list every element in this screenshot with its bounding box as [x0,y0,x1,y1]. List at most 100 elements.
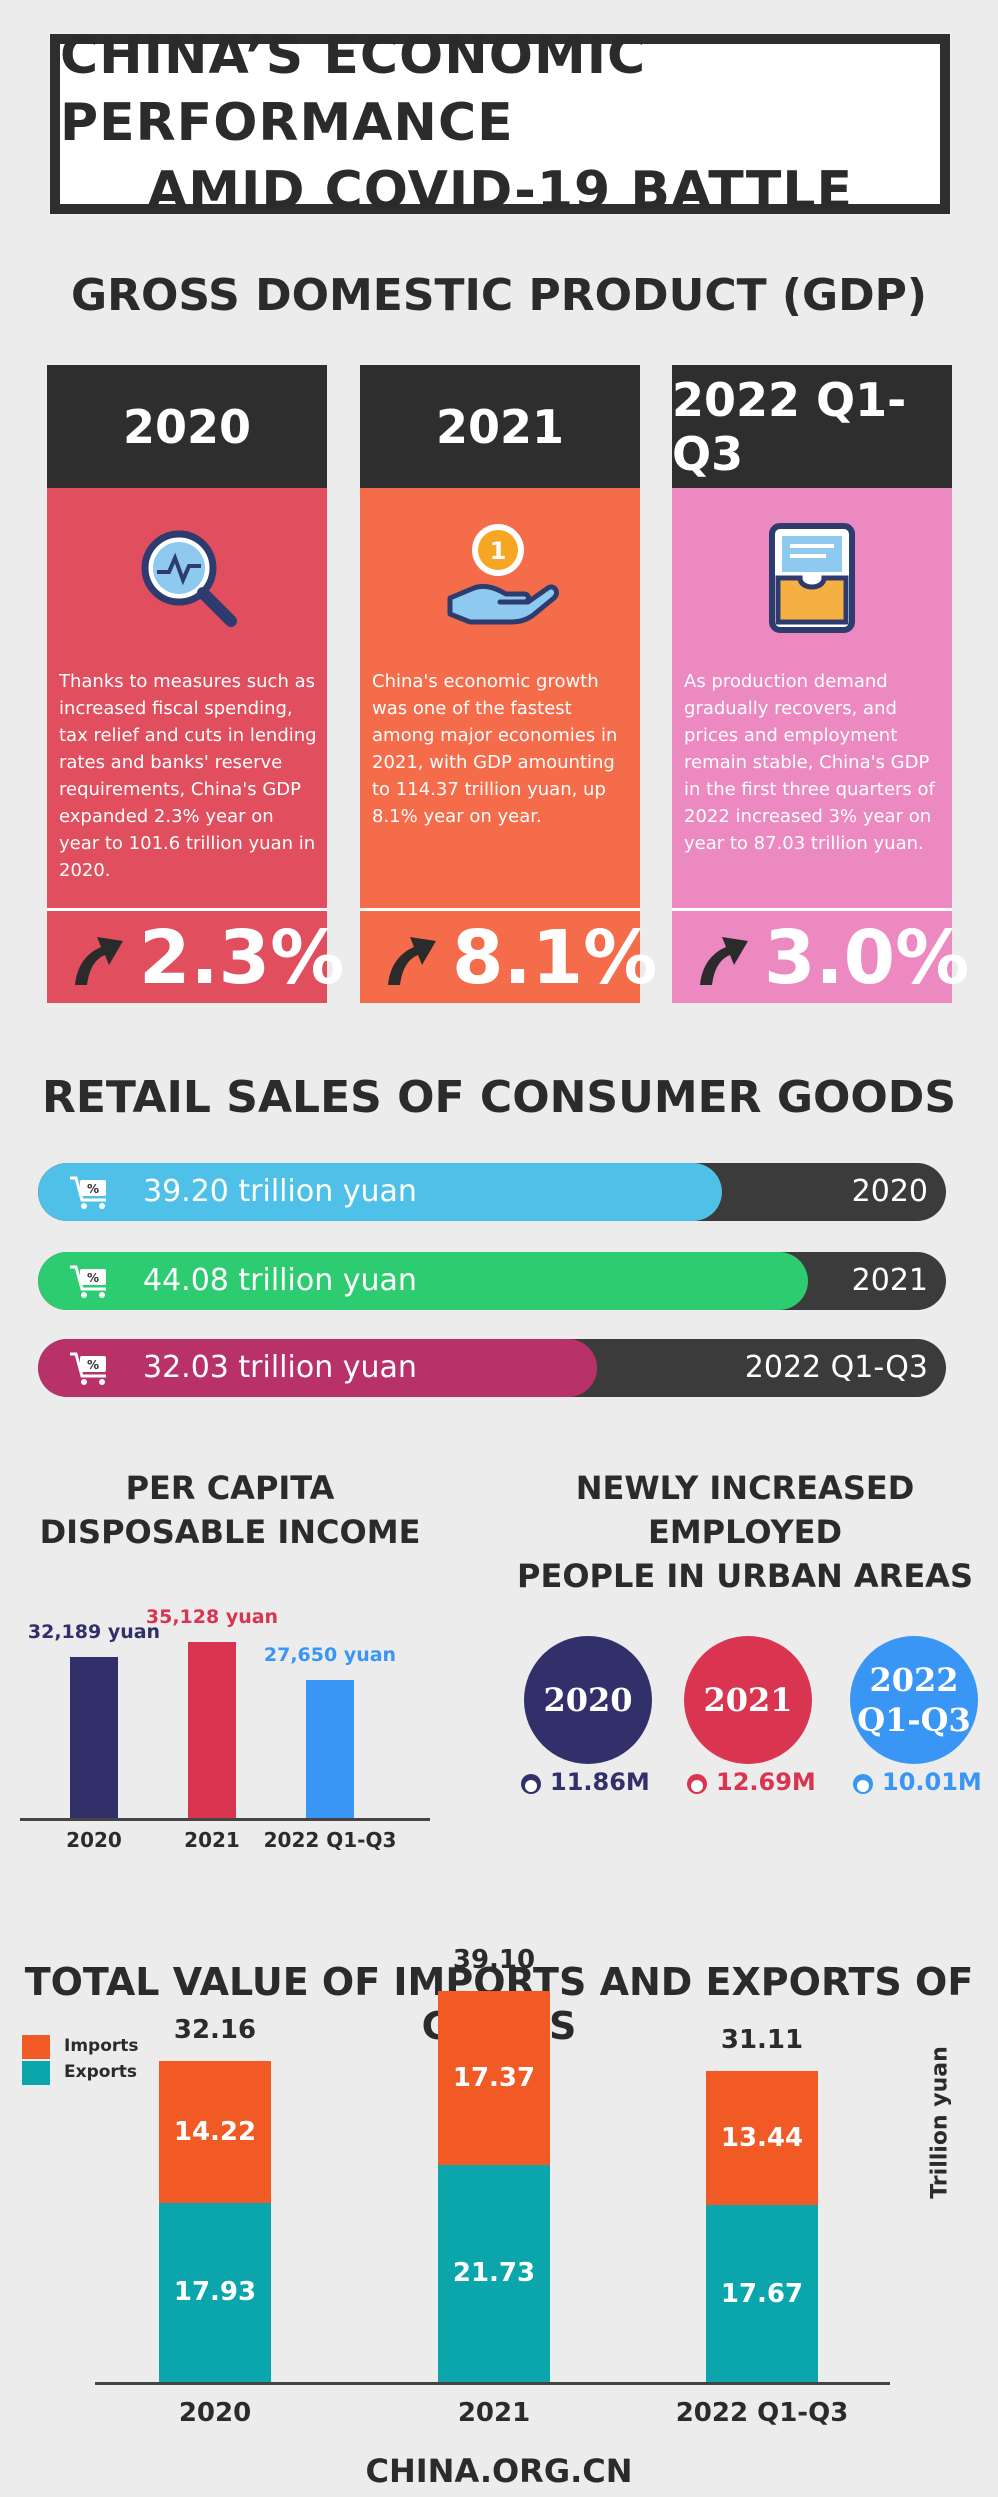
retail-bar-fill [38,1163,723,1221]
trade-imports-value: 17.37 [452,2062,536,2093]
up-arrow-icon [75,937,123,985]
retail-year: 2022 Q1-Q3 [744,1350,928,1385]
retail-year: 2021 [851,1263,928,1298]
card-body: 1 China's economic growth was one of the… [360,488,640,908]
inbox-tray-icon [769,523,855,633]
retail-bar-fill [38,1339,598,1397]
employment-value: 10.01M [882,1768,982,1796]
legend-exports-swatch [22,2061,50,2085]
card-year: 2021 [360,365,640,488]
trade-exports-segment: 17.93 [159,2202,271,2382]
per-capita-chart: 32,189 yuan 35,128 yuan 27,650 yuan 2020… [20,1560,430,1860]
legend-imports-label: Imports [64,2036,139,2056]
employment-heading-line-2: PEOPLE IN URBAN AREAS [517,1557,973,1595]
gdp-card-2021: 2021 1 China's economic growth was one o… [360,365,657,1007]
card-growth: 2.3% [47,908,344,1003]
per-capita-value-label: 32,189 yuan [27,1621,161,1644]
employment-year-line-1: 2022 [869,1661,959,1699]
card-text: As production demand gradually recovers,… [684,671,935,854]
employment-heading-line-1: NEWLY INCREASED EMPLOYED [575,1469,915,1551]
card-growth: 8.1% [360,908,657,1003]
per-capita-heading: PER CAPITA DISPOSABLE INCOME [20,1466,440,1554]
title-box: CHINA’S ECONOMIC PERFORMANCE AMID COVID-… [50,26,950,221]
trade-exports-value: 21.73 [452,2258,536,2289]
retail-value: 32.03 trillion yuan [143,1350,417,1385]
person-icon [521,1774,541,1794]
up-arrow-icon [388,937,436,985]
trade-imports-value: 13.44 [720,2123,804,2154]
svg-text:%: % [87,1358,99,1372]
trade-x-label: 2021 [457,2398,531,2428]
shopping-cart-icon: % [70,1176,106,1209]
person-icon [853,1774,873,1794]
retail-bar-2022: % 32.03 trillion yuan 2022 Q1-Q3 [38,1339,946,1397]
trade-imports-value: 14.22 [173,2116,257,2147]
per-capita-x-label: 2020 [66,1828,122,1852]
trade-imports-segment: 14.22 [159,2060,271,2203]
per-capita-bar [306,1679,354,1818]
trade-total-label: 32.16 [173,2014,257,2045]
employment-year-2022: 2022 Q1-Q3 [850,1636,978,1764]
employment-heading: NEWLY INCREASED EMPLOYED PEOPLE IN URBAN… [500,1466,990,1598]
employment-year-2020: 2020 [524,1636,652,1764]
trade-axis [95,2382,890,2385]
legend-exports-label: Exports [64,2062,138,2082]
person-icon [687,1774,707,1794]
card-body: Thanks to measures such as increased fis… [47,488,327,908]
retail-year: 2020 [851,1174,928,1209]
per-capita-heading-line-1: PER CAPITA [125,1469,335,1507]
growth-value: 2.3% [139,915,345,1001]
title-line-2: AMID COVID-19 BATTLE [147,160,853,221]
per-capita-x-label: 2022 Q1-Q3 [263,1828,397,1852]
trade-x-label: 2020 [178,2398,252,2428]
trade-total-label: 39.10 [452,1945,536,1975]
retail-bar-fill [38,1252,808,1310]
card-growth: 3.0% [672,908,969,1003]
shopping-cart-icon: % [70,1265,106,1298]
card-year: 2020 [47,365,327,488]
employment-value: 12.69M [716,1768,816,1796]
up-arrow-icon [700,937,748,985]
growth-value: 8.1% [452,915,658,1001]
trade-x-label: 2022 Q1-Q3 [675,2398,849,2428]
legend-imports-swatch [22,2035,50,2059]
per-capita-value-label: 27,650 yuan [263,1643,397,1666]
gdp-card-2020: 2020 Thanks to measures such as increase… [47,365,344,1007]
card-text: China's economic growth was one of the f… [372,671,618,827]
trade-chart: 17.93 14.22 21.73 17.37 17.67 13.44 32.1… [0,1945,998,2470]
retail-bar-2020: % 39.20 trillion yuan 2020 [38,1163,946,1221]
shopping-cart-icon: % [70,1352,106,1385]
card-year: 2022 Q1-Q3 [672,365,952,488]
card-text: Thanks to measures such as increased fis… [59,671,317,881]
per-capita-value-label: 35,128 yuan [145,1606,279,1629]
per-capita-axis [20,1818,430,1821]
trade-exports-value: 17.93 [173,2277,257,2308]
svg-text:%: % [87,1182,99,1196]
footer-source: CHINA.ORG.CN [365,2452,633,2490]
retail-heading: RETAIL SALES OF CONSUMER GOODS [41,1072,957,1123]
per-capita-x-label: 2021 [184,1828,240,1852]
card-body: As production demand gradually recovers,… [672,488,952,908]
retail-value: 39.20 trillion yuan [143,1174,417,1209]
employment-year-line-2: Q1-Q3 [857,1701,971,1739]
trade-exports-segment: 17.67 [706,2205,818,2382]
hand-coin-icon: 1 [447,524,559,625]
svg-text:%: % [87,1271,99,1285]
trade-exports-value: 17.67 [720,2278,804,2309]
employment-year-line-1: 2021 [703,1681,793,1719]
magnifier-chart-icon [141,530,237,627]
trade-exports-segment: 21.73 [438,2164,550,2382]
growth-value: 3.0% [764,915,970,1001]
employment-year-line-1: 2020 [543,1681,633,1719]
svg-text:1: 1 [490,537,507,565]
gdp-card-2022: 2022 Q1-Q3 As production demand graduall… [672,365,969,1007]
trade-imports-segment: 17.37 [438,1991,550,2165]
trade-total-label: 31.11 [720,2024,804,2055]
per-capita-bar [70,1657,118,1818]
per-capita-heading-line-2: DISPOSABLE INCOME [39,1513,421,1551]
employment-year-2021: 2021 [684,1636,812,1764]
title-line-1: CHINA’S ECONOMIC PERFORMANCE [60,25,647,154]
trade-imports-segment: 13.44 [706,2070,818,2206]
per-capita-bar [188,1642,236,1818]
retail-value: 44.08 trillion yuan [143,1263,417,1298]
